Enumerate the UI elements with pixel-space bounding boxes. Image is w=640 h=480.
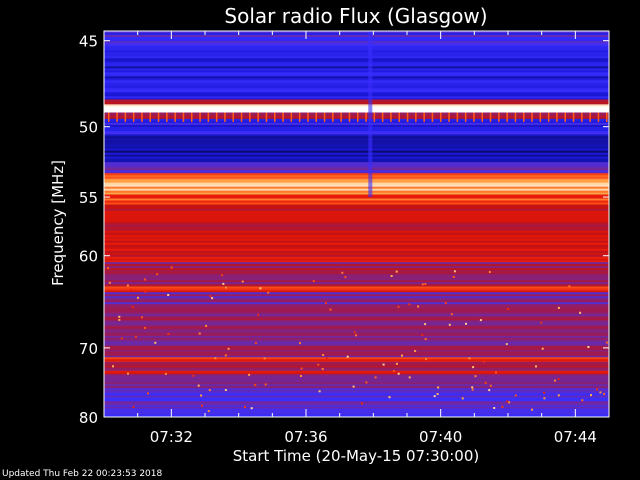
updated-timestamp: Updated Thu Feb 22 00:23:53 2018 (2, 469, 163, 479)
frequency-band (104, 162, 609, 174)
frequency-band (104, 314, 609, 337)
y-tick-label: 80 (79, 409, 98, 427)
y-tick-label: 50 (79, 119, 98, 137)
axes: 45 50 55 60 70 80 07:32 07:36 07:40 07:44 (79, 30, 610, 446)
y-tick-label: 45 (79, 33, 98, 51)
plot-area (104, 31, 609, 418)
frequency-band (104, 112, 609, 120)
y-tick-label: 55 (79, 189, 98, 207)
frequency-band (104, 408, 609, 418)
y-tick-label: 60 (79, 248, 98, 266)
x-tick-label: 07:32 (150, 428, 193, 446)
y-axis-label: Frequency [MHz] (49, 160, 67, 286)
frequency-band (104, 150, 609, 163)
frequency-band (104, 104, 609, 113)
frequency-band (104, 99, 609, 105)
frequency-band (104, 370, 609, 375)
frequency-band (104, 391, 609, 402)
x-tick-label: 07:36 (284, 428, 327, 446)
chart-title: Solar radio Flux (Glasgow) (224, 4, 487, 28)
frequency-band (104, 46, 609, 100)
frequency-band (104, 118, 609, 135)
frequency-band (104, 292, 609, 315)
frequency-band (104, 178, 609, 195)
frequency-band (104, 194, 609, 206)
frequency-band (104, 204, 609, 230)
frequency-band (104, 134, 609, 152)
x-tick-label: 07:44 (554, 428, 597, 446)
x-axis-label: Start Time (20-May-15 07:30:00) (233, 447, 479, 465)
frequency-band (104, 374, 609, 392)
frequency-band (104, 361, 609, 371)
frequency-band (104, 335, 609, 358)
interference-ticks (108, 112, 608, 122)
frequency-band (104, 228, 609, 263)
frequency-band (104, 286, 609, 293)
frequency-band (104, 173, 609, 180)
frequency-band (104, 32, 609, 47)
frequency-band (104, 357, 609, 363)
plot-frame (103, 30, 610, 418)
y-tick-label: 70 (79, 340, 98, 358)
x-tick-label: 07:40 (419, 428, 462, 446)
noise-speckles (107, 266, 608, 413)
frequency-band (104, 401, 609, 409)
frequency-band (104, 262, 609, 287)
vertical-streak (368, 31, 373, 198)
